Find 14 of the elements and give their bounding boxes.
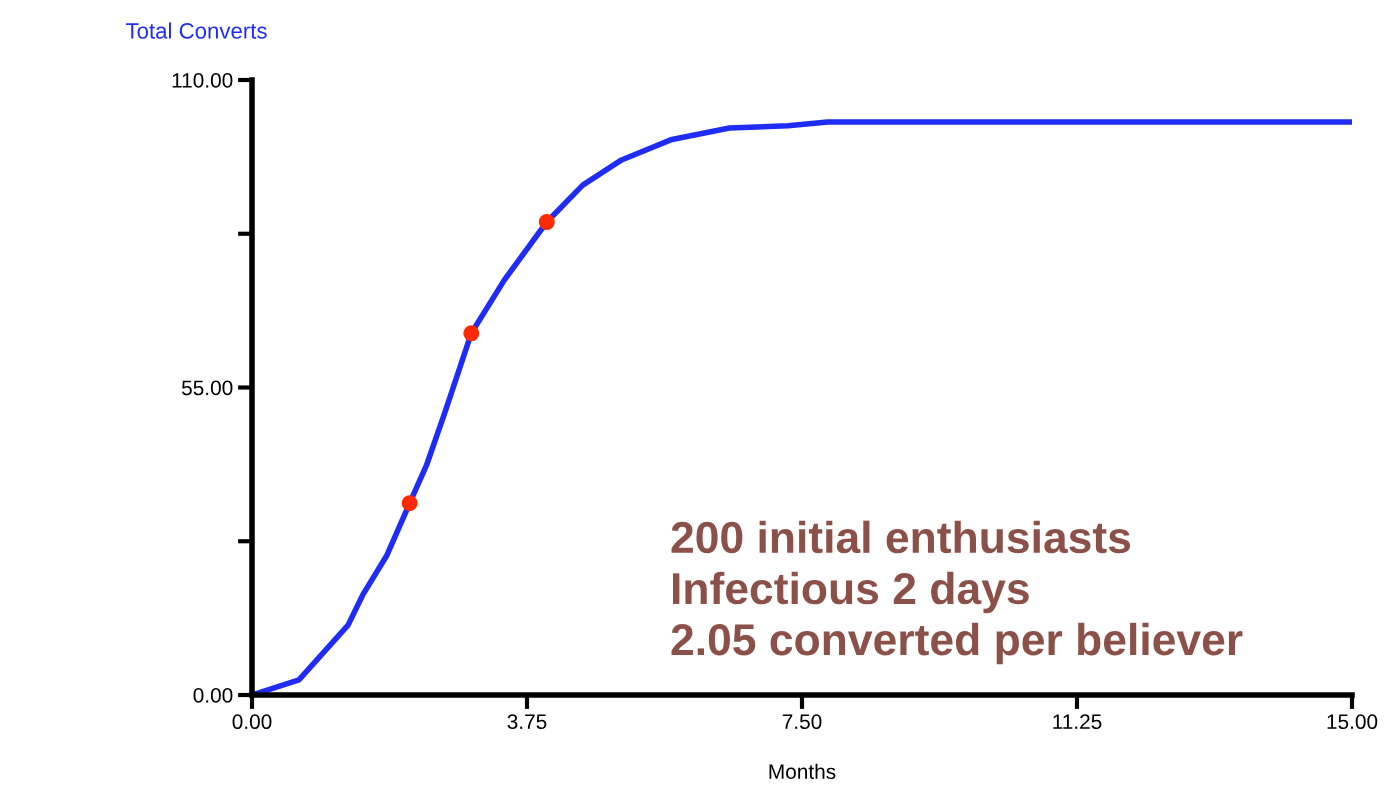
annotation: 200 initial enthusiasts Infectious 2 days 2.05 converted per believer (671, 520, 1243, 665)
y-tick-label: 0.00 (193, 688, 233, 703)
y-axis-title: Total Converts (126, 22, 267, 39)
point (401, 495, 418, 512)
x-tick-label: 0.00 (232, 714, 272, 730)
x-tick-label: 15.00 (1327, 714, 1378, 730)
point (538, 214, 555, 230)
x-axis-title: Months (769, 763, 836, 780)
point (463, 325, 480, 342)
y-tick-label: 110.00 (172, 73, 233, 88)
y-tick-label: 55.00 (181, 380, 233, 396)
x-tick-label: 7.50 (782, 714, 822, 730)
x-tick-label: 11.25 (1053, 714, 1102, 730)
x-tick-label: 3.75 (507, 714, 547, 730)
